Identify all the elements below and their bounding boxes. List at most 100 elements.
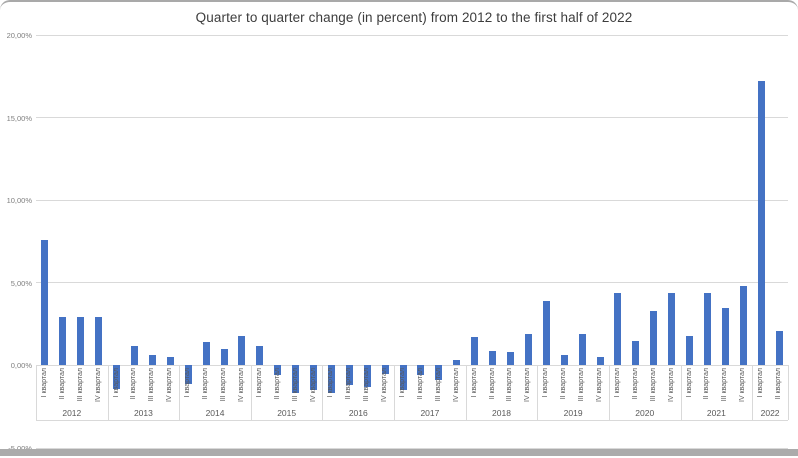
chart-title: Quarter to quarter change (in percent) f… bbox=[195, 10, 633, 25]
category-label-area-bottom-line bbox=[36, 420, 788, 421]
quarter-label: I квартал bbox=[40, 368, 48, 398]
year-label: 2022 bbox=[760, 408, 780, 418]
bar-2013-q4 bbox=[166, 357, 174, 366]
bar-2012-q4 bbox=[95, 317, 103, 366]
y-axis-tick-label: 15,00% bbox=[6, 113, 32, 123]
y-gridline bbox=[36, 117, 788, 119]
year-label: 2020 bbox=[635, 408, 655, 418]
quarter-label: II квартал bbox=[202, 368, 210, 400]
bar-2012-q1 bbox=[41, 239, 49, 366]
bar-2015-q3 bbox=[292, 365, 300, 394]
quarter-label: I квартал bbox=[613, 368, 621, 398]
category-group-separator bbox=[752, 365, 754, 420]
category-group-separator bbox=[788, 365, 789, 420]
bar-2020-q4 bbox=[668, 292, 676, 366]
year-label: 2015 bbox=[277, 408, 297, 418]
quarter-label: I квартал bbox=[184, 368, 192, 398]
bar-2014-q1 bbox=[184, 365, 192, 384]
category-group-separator bbox=[107, 365, 109, 420]
year-label: 2019 bbox=[563, 408, 583, 418]
y-gridline bbox=[36, 364, 788, 366]
quarter-label: III квартал bbox=[506, 368, 514, 402]
quarter-label: II квартал bbox=[703, 368, 711, 400]
quarter-label: III квартал bbox=[649, 368, 657, 402]
bar-2016-q1 bbox=[327, 365, 335, 394]
quarter-label: I квартал bbox=[112, 368, 120, 398]
bar-2015-q2 bbox=[274, 365, 282, 376]
bar-2020-q1 bbox=[614, 292, 622, 366]
category-group-separator bbox=[322, 365, 324, 420]
category-group-separator bbox=[394, 365, 396, 420]
bar-2017-q2 bbox=[417, 365, 425, 376]
quarter-label: III квартал bbox=[721, 368, 729, 402]
y-axis-tick-label: 10,00% bbox=[6, 196, 32, 206]
quarter-label: III квартал bbox=[220, 368, 227, 402]
quarter-label: IV квартал bbox=[524, 368, 532, 403]
year-label: 2017 bbox=[420, 408, 440, 418]
y-gridline bbox=[36, 282, 788, 284]
quarter-label: III квартал bbox=[363, 368, 371, 402]
bar-2013-q2 bbox=[130, 345, 138, 366]
quarter-label: IV квартал bbox=[166, 368, 174, 403]
quarter-label: I квартал bbox=[757, 368, 765, 398]
quarter-label: II квартал bbox=[345, 368, 353, 400]
quarter-label: III квартал bbox=[578, 368, 586, 402]
bar-2012-q2 bbox=[59, 317, 67, 366]
bar-2021-q4 bbox=[739, 286, 747, 366]
year-label: 2012 bbox=[62, 408, 82, 418]
bar-2017-q1 bbox=[399, 365, 407, 391]
bar-2022-q2 bbox=[775, 330, 783, 366]
quarter-label: I квартал bbox=[399, 368, 407, 398]
bar-2018-q4 bbox=[524, 334, 532, 366]
category-group-separator bbox=[537, 365, 539, 420]
window-bottom-edge bbox=[0, 449, 798, 456]
category-group-separator bbox=[179, 365, 181, 420]
quarter-label: IV квартал bbox=[381, 368, 389, 403]
y-gridline bbox=[36, 447, 788, 449]
bar-2019-q3 bbox=[578, 334, 586, 366]
bar-2018-q3 bbox=[506, 352, 514, 366]
bar-2021-q3 bbox=[721, 307, 729, 366]
quarter-label: IV квартал bbox=[237, 368, 245, 403]
bar-2018-q1 bbox=[471, 337, 479, 366]
bar-2016-q3 bbox=[363, 365, 371, 387]
bar-2020-q3 bbox=[650, 310, 658, 366]
category-group-separator bbox=[680, 365, 682, 420]
bar-2017-q4 bbox=[453, 360, 461, 366]
quarter-label: IV квартал bbox=[596, 368, 603, 403]
quarter-label: I квартал bbox=[327, 368, 335, 398]
year-label: 2016 bbox=[348, 408, 368, 418]
year-label: 2013 bbox=[133, 408, 153, 418]
quarter-label: II квартал bbox=[58, 368, 66, 400]
year-label: 2014 bbox=[205, 408, 225, 418]
quarter-label: II квартал bbox=[130, 368, 138, 400]
bar-2015-q4 bbox=[310, 365, 318, 391]
bar-2019-q4 bbox=[596, 357, 604, 366]
bar-2022-q1 bbox=[757, 81, 765, 366]
bar-2012-q3 bbox=[77, 317, 85, 366]
bar-2014-q4 bbox=[238, 335, 246, 366]
quarter-label: IV квартал bbox=[309, 368, 317, 403]
category-group-separator bbox=[36, 365, 37, 420]
bar-2014-q3 bbox=[220, 348, 228, 366]
quarter-label: IV квартал bbox=[667, 368, 675, 403]
bar-2021-q2 bbox=[703, 292, 711, 366]
quarter-label: I квартал bbox=[255, 368, 263, 398]
y-axis-tick-label: 5,00% bbox=[10, 278, 32, 288]
quarter-label: III квартал bbox=[434, 368, 442, 402]
quarter-label: II квартал bbox=[560, 368, 568, 400]
quarter-label: IV квартал bbox=[452, 368, 460, 403]
quarter-label: III квартал bbox=[291, 368, 299, 402]
quarter-label: I квартал bbox=[470, 368, 478, 398]
bar-2017-q3 bbox=[435, 365, 443, 381]
bar-2016-q4 bbox=[381, 365, 389, 374]
quarter-label: II квартал bbox=[775, 368, 783, 400]
quarter-label: II квартал bbox=[416, 368, 424, 400]
quarter-label: II квартал bbox=[631, 368, 639, 400]
quarter-label: III квартал bbox=[76, 368, 84, 402]
bar-2016-q2 bbox=[345, 365, 353, 386]
quarter-label: I квартал bbox=[542, 368, 550, 398]
y-axis-tick-label: 0,00% bbox=[10, 361, 32, 371]
category-group-separator bbox=[608, 365, 610, 420]
